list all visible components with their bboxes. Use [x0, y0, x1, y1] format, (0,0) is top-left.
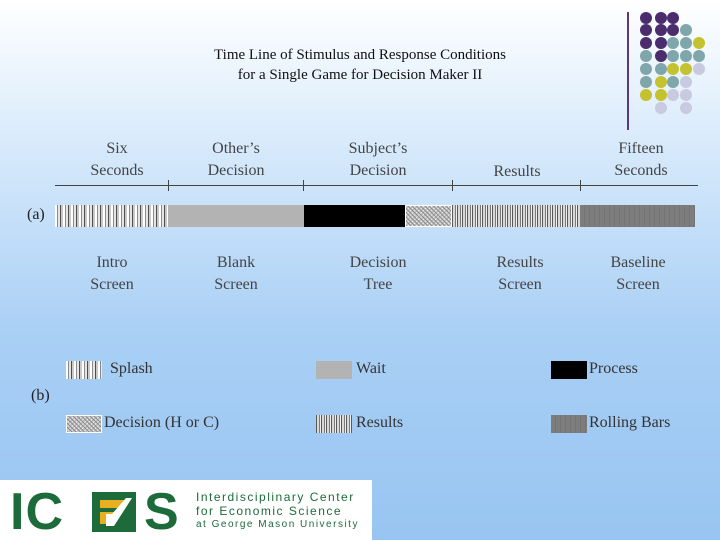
dot: [655, 63, 667, 75]
legend-swatch-decision: [66, 415, 102, 433]
dot: [680, 63, 692, 75]
bottom-label-line1: Blank: [216, 254, 256, 271]
dot: [655, 102, 667, 114]
dot: [667, 63, 679, 75]
dot: [655, 24, 667, 36]
legend-label-process: Process: [589, 360, 638, 377]
top-label-line2: Decision: [207, 162, 265, 179]
dot: [640, 37, 652, 49]
bar-segment-process: [304, 205, 405, 227]
bottom-label-baseline-screen: Baseline Screen: [573, 252, 703, 296]
legend-label-decision: Decision (H or C): [104, 414, 220, 431]
bar-segment-splash: [55, 205, 168, 227]
top-label-line1: Other’s: [212, 140, 260, 157]
top-label-subjects-decision: Subject’s Decision: [313, 138, 443, 182]
diagram-title: Time Line of Stimulus and Response Condi…: [110, 45, 610, 85]
dot: [655, 50, 667, 62]
dot: [680, 37, 692, 49]
legend-swatch-rolling-bars: [551, 415, 587, 433]
dot: [640, 50, 652, 62]
timeline-tick: [580, 180, 581, 191]
dot: [693, 63, 705, 75]
bottom-label-line1: Results: [496, 254, 544, 271]
top-label-line1: Subject’s: [348, 140, 408, 157]
bottom-label-line2: Screen: [616, 276, 660, 293]
dot: [667, 50, 679, 62]
top-label-results: Results: [452, 161, 582, 183]
dot: [640, 89, 652, 101]
bottom-label-results-screen: Results Screen: [455, 252, 585, 296]
dot: [693, 37, 705, 49]
legend-label-rolling-bars: Rolling Bars: [589, 414, 671, 431]
bar-segment-rolling-bars: [580, 205, 695, 227]
top-label-line2: Seconds: [90, 162, 144, 179]
logo-checkmark-icon: [92, 492, 136, 532]
bottom-label-line2: Screen: [498, 276, 542, 293]
bottom-label-intro-screen: Intro Screen: [47, 252, 177, 296]
label-b: (b): [31, 387, 50, 404]
bottom-label-decision-tree: Decision Tree: [313, 252, 443, 296]
title-line-1: Time Line of Stimulus and Response Condi…: [214, 47, 506, 63]
logo-letter-s: S: [144, 483, 180, 541]
bottom-label-line2: Tree: [363, 276, 393, 293]
dot: [667, 12, 679, 24]
ices-logo: IC S Interdisciplinary Center for Econom…: [0, 480, 372, 540]
dot: [667, 24, 679, 36]
label-a: (a): [27, 206, 45, 223]
dot: [667, 89, 679, 101]
legend-swatch-wait: [316, 361, 352, 379]
dot: [693, 50, 705, 62]
dot: [680, 24, 692, 36]
decorative-divider: [627, 12, 629, 130]
legend-label-wait: Wait: [356, 360, 386, 377]
bottom-label-blank-screen: Blank Screen: [171, 252, 301, 296]
bottom-label-line2: Screen: [214, 276, 258, 293]
timeline-tick: [168, 180, 169, 191]
dot: [640, 76, 652, 88]
dot: [655, 76, 667, 88]
timeline-tick: [452, 180, 453, 191]
dot: [680, 89, 692, 101]
legend-label-results: Results: [356, 414, 404, 431]
bottom-label-line1: Baseline: [610, 254, 666, 271]
bottom-label-line2: Screen: [90, 276, 134, 293]
dot: [680, 50, 692, 62]
bottom-label-line1: Intro: [96, 254, 128, 271]
logo-letters-ic: IC: [10, 483, 64, 541]
logo-text-line-3: at George Mason University: [196, 519, 359, 530]
top-label-others-decision: Other’s Decision: [171, 138, 301, 182]
bar-segment-wait: [168, 205, 304, 227]
top-label-six-seconds: Six Seconds: [52, 138, 182, 182]
timeline-bar: [55, 205, 695, 227]
dot: [640, 24, 652, 36]
dot: [667, 76, 679, 88]
dot: [640, 12, 652, 24]
legend-swatch-splash: [66, 361, 102, 379]
legend-label-splash: Splash: [110, 360, 153, 377]
title-line-2: for a Single Game for Decision Maker II: [237, 67, 483, 83]
dot: [655, 12, 667, 24]
timeline-tick: [303, 180, 304, 191]
dot: [680, 102, 692, 114]
dot: [667, 37, 679, 49]
checkmark-icon: [100, 498, 132, 526]
dot: [655, 89, 667, 101]
legend-swatch-process: [551, 361, 587, 379]
top-label-line2: Decision: [349, 162, 407, 179]
bar-segment-decision: [405, 205, 452, 227]
dot: [655, 37, 667, 49]
dot: [680, 76, 692, 88]
top-label-line2: Seconds: [614, 162, 668, 179]
top-label-fifteen-seconds: Fifteen Seconds: [576, 138, 706, 182]
legend-swatch-results: [316, 415, 352, 433]
bottom-label-line1: Decision: [349, 254, 407, 271]
logo-text-line-2: for Economic Science: [196, 504, 343, 518]
top-label-line1: Results: [493, 163, 541, 180]
dot: [640, 63, 652, 75]
top-label-line1: Fifteen: [618, 140, 664, 157]
bar-segment-results: [452, 205, 580, 227]
logo-text-line-1: Interdisciplinary Center: [196, 490, 355, 504]
top-label-line1: Six: [106, 140, 128, 157]
timeline-axis: [55, 185, 698, 186]
